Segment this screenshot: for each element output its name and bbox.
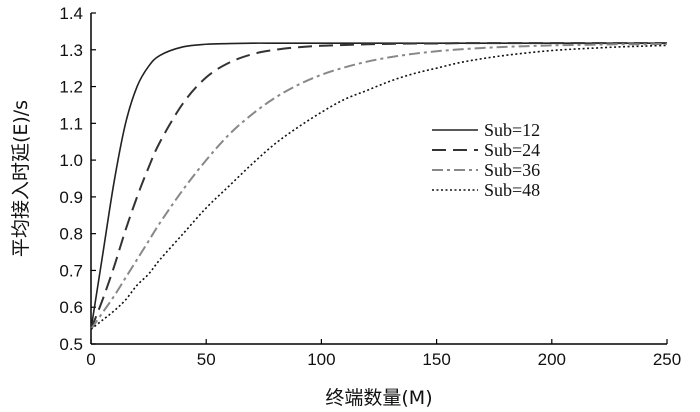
y-tick-label: 1.3 (59, 41, 83, 60)
x-tick-label: 200 (538, 350, 566, 369)
y-axis: 0.5 0.6 0.7 0.8 0.9 1.0 1.1 1.2 1.3 1.4 (59, 4, 96, 354)
x-tick-label: 250 (653, 350, 681, 369)
x-tick-label: 0 (86, 350, 95, 369)
y-tick-label: 0.6 (59, 298, 83, 317)
x-axis: 0 50 100 150 200 250 (86, 339, 681, 369)
legend-label: Sub=36 (484, 160, 540, 180)
series-layer (90, 42, 668, 330)
y-axis-title: 平均接入时延(E)/s (10, 100, 32, 257)
series-line-sub-24 (90, 42, 667, 330)
series-line-sub-36 (90, 42, 668, 330)
y-tick-label: 1.1 (59, 114, 83, 133)
legend-label: Sub=12 (484, 120, 540, 140)
series-line-sub-12 (90, 42, 667, 330)
y-tick-label: 1.4 (59, 4, 83, 23)
legend-label: Sub=48 (484, 180, 540, 200)
y-tick-label: 0.7 (59, 261, 83, 280)
x-tick-label: 150 (422, 350, 450, 369)
plot-frame (90, 13, 667, 345)
y-tick-label: 1.2 (59, 78, 83, 97)
x-tick-label: 50 (197, 350, 216, 369)
x-tick-label: 100 (307, 350, 335, 369)
y-tick-label: 0.5 (59, 335, 83, 354)
series-line-sub-48 (90, 44, 668, 330)
y-tick-label: 0.9 (59, 188, 83, 207)
y-tick-label: 0.8 (59, 225, 83, 244)
y-tick-label: 1.0 (59, 151, 83, 170)
legend-label: Sub=24 (484, 140, 540, 160)
x-axis-title: 终端数量(M) (325, 387, 432, 409)
